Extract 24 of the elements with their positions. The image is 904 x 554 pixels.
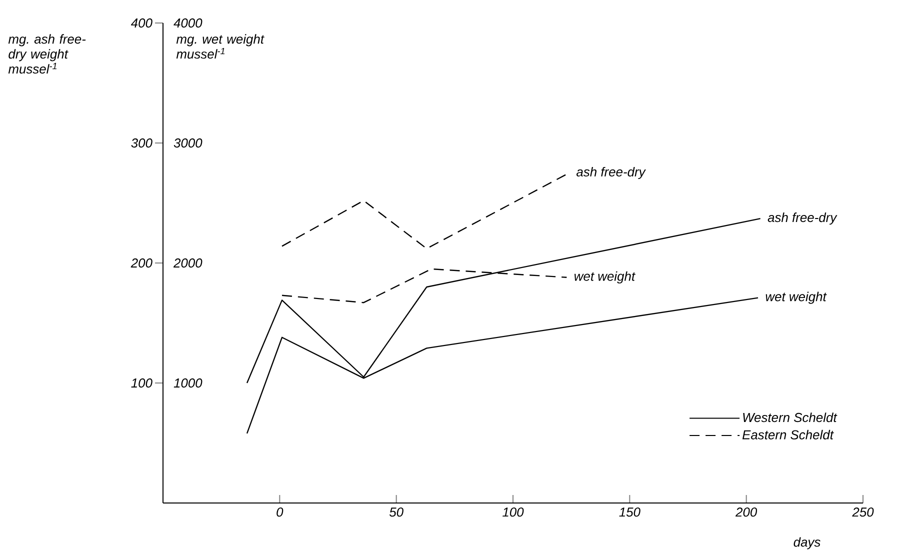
y2-tick-label: 3000	[174, 138, 202, 148]
x-tick-label: 250	[852, 508, 874, 517]
y-axis-title: mg. ash free-dry weight mussel$^{-1}$	[8, 34, 86, 74]
x-tick-label: 50	[389, 508, 404, 517]
annotation: ash free-dry	[576, 166, 646, 180]
legend-label: Eastern Scheldt	[742, 430, 834, 440]
annotation: ash free-dry	[768, 212, 838, 225]
y2-tick-label: 1000	[174, 378, 202, 388]
y2-tick-label: 4000	[174, 18, 202, 28]
y-tick-label: 200	[130, 258, 152, 268]
y-tick-label: 300	[131, 138, 152, 148]
x-tick-label: 150	[619, 508, 640, 517]
annotation: wet weight	[766, 292, 827, 304]
x-tick-label: 0	[276, 508, 284, 517]
y-tick-label: 400	[130, 18, 152, 28]
legend-label: Western Scheldt	[743, 412, 838, 422]
annotation: wet weight	[574, 271, 636, 284]
x-tick-label: 200	[735, 508, 758, 517]
x-tick-label: 100	[502, 508, 524, 517]
y2-axis-title: mg. wet weight mussel$^{-1}$	[176, 34, 264, 59]
y-tick-label: 100	[131, 378, 152, 388]
y2-tick-label: 2000	[173, 258, 202, 268]
line-series	[281, 268, 568, 304]
x-axis-title: days	[794, 537, 820, 550]
